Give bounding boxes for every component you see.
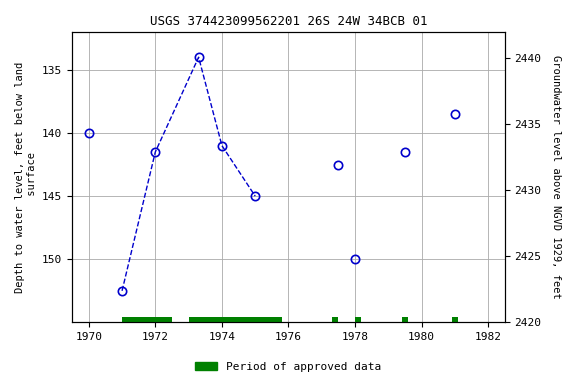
Legend: Period of approved data: Period of approved data [191,358,385,377]
Y-axis label: Depth to water level, feet below land
 surface: Depth to water level, feet below land su… [15,61,37,293]
Bar [402,317,408,323]
Title: USGS 374423099562201 26S 24W 34BCB 01: USGS 374423099562201 26S 24W 34BCB 01 [150,15,427,28]
Bar [452,317,458,323]
Bar [355,317,361,323]
Bar [188,317,282,323]
Bar [122,317,172,323]
Y-axis label: Groundwater level above NGVD 1929, feet: Groundwater level above NGVD 1929, feet [551,55,561,299]
Bar [332,317,338,323]
